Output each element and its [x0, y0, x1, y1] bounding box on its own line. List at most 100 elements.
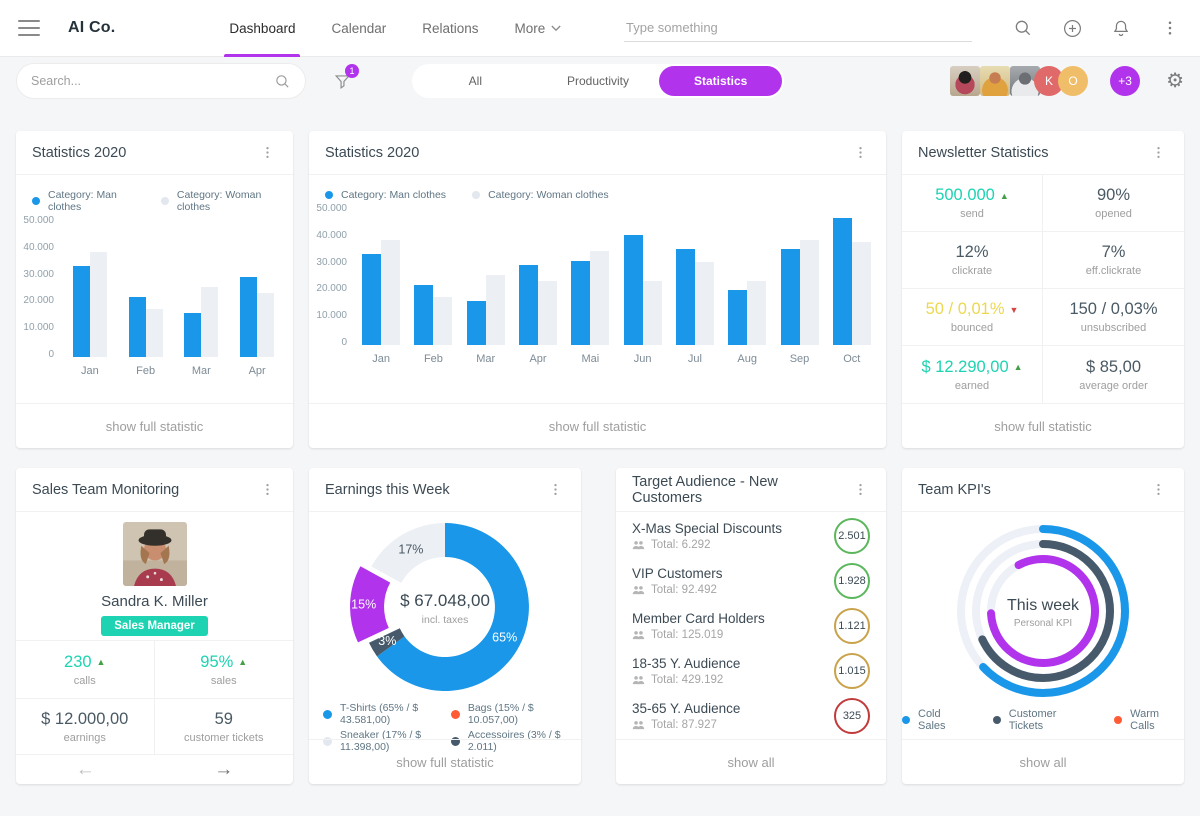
widget-search-box[interactable]	[16, 63, 306, 99]
legend-item: Category: Man clothes	[325, 189, 446, 201]
legend-item: Category: Woman clothes	[472, 189, 609, 201]
list-item[interactable]: VIP Customers Total: 92.492 1.928	[632, 558, 870, 603]
hamburger-menu-icon[interactable]	[18, 20, 40, 36]
more-options-kebab-icon[interactable]	[1158, 16, 1182, 40]
axis-category-label: Mai	[581, 353, 600, 365]
segment-all[interactable]: All	[468, 74, 482, 88]
segment-productivity[interactable]: Productivity	[566, 74, 630, 88]
slice-percent-label: 65%	[492, 630, 517, 644]
bar	[485, 275, 505, 345]
segment-statistics[interactable]: Statistics	[659, 66, 783, 96]
legend-label: T-Shirts (65% / $ 43.581,00)	[340, 702, 419, 726]
card-menu-kebab-icon[interactable]	[257, 143, 277, 163]
nav-tab-relations[interactable]: Relations	[404, 0, 496, 57]
filter-funnel-icon[interactable]: 1	[330, 64, 359, 93]
global-search-input[interactable]	[624, 14, 972, 42]
nav-tab-label: Calendar	[331, 20, 387, 36]
show-full-statistic-link[interactable]: show full statistic	[902, 403, 1184, 448]
audience-total-value: Total: 6.292	[651, 538, 711, 551]
show-full-statistic-link[interactable]: show full statistic	[309, 403, 886, 448]
stat-cell: $ 12.000,00 earnings	[16, 698, 155, 754]
stat-label: average order	[1079, 379, 1148, 392]
audience-people-icon	[632, 540, 645, 549]
bar	[201, 287, 219, 357]
card-menu-kebab-icon[interactable]	[1148, 143, 1168, 163]
bar-group: Jul	[675, 211, 714, 365]
audience-count-badge: 325	[834, 698, 870, 735]
card-target-audience: Target Audience - New Customers X-Mas Sp…	[616, 468, 886, 784]
newsletter-stat: 12%	[955, 243, 988, 262]
stat-label: sales	[210, 674, 237, 687]
legend-label: Category: Man clothes	[341, 189, 447, 201]
avatar-overflow-badge[interactable]: +3	[1110, 66, 1141, 96]
nav-tab-label: More	[514, 20, 546, 36]
card-menu-kebab-icon[interactable]	[545, 480, 565, 500]
nav-tab-dashboard[interactable]: Dashboard	[211, 0, 313, 57]
chart-legend: Category: Man clothes Category: Woman clo…	[309, 175, 886, 201]
list-item[interactable]: 18-35 Y. Audience Total: 429.192 1.015	[632, 649, 870, 694]
widget-search-input[interactable]	[31, 74, 274, 88]
list-item[interactable]: 35-65 Y. Audience Total: 87.927 325	[632, 694, 870, 739]
card-menu-kebab-icon[interactable]	[1148, 480, 1168, 500]
legend-item: Category: Woman clothes	[160, 189, 277, 213]
card-menu-kebab-icon[interactable]	[850, 480, 870, 500]
employee-profile: Sandra K. Miller Sales Manager	[16, 512, 293, 640]
list-item[interactable]: Member Card Holders Total: 125.019 1.121	[632, 603, 870, 648]
audience-name: 35-65 Y. Audience	[632, 701, 741, 717]
sales-stat: $ 12.000,00	[41, 710, 128, 729]
card-menu-kebab-icon[interactable]	[257, 480, 277, 500]
bar	[362, 254, 382, 345]
audience-count-badge: 2.501	[834, 517, 870, 554]
kpi-center-title: This week	[1007, 597, 1080, 614]
show-all-link[interactable]: show all	[902, 739, 1184, 784]
legend-item: T-Shirts (65% / $ 43.581,00)	[323, 702, 433, 726]
card-title: Team KPI's	[918, 481, 991, 498]
show-full-statistic-link[interactable]: show full statistic	[16, 403, 293, 448]
donut-center-sublabel: incl. taxes	[422, 614, 469, 626]
axis-tick-label: 10.000	[316, 310, 347, 322]
card-title: Target Audience - New Customers	[632, 473, 778, 506]
newsletter-stat: 500.000 ▲	[935, 186, 1009, 205]
axis-category-label: Mar	[476, 353, 496, 365]
view-segmented-control: All Productivity Statistics	[412, 64, 784, 98]
legend-dot	[450, 709, 460, 719]
stat-value: 90%	[1096, 186, 1131, 204]
nav-tab-calendar[interactable]: Calendar	[313, 0, 404, 57]
donut-slice-sneaker	[371, 523, 445, 583]
avatar[interactable]	[980, 66, 1011, 96]
avatar-initial[interactable]: O	[1058, 66, 1089, 96]
donut-slice-t-shirts	[377, 523, 529, 691]
employee-photo	[122, 522, 187, 586]
show-all-link[interactable]: show all	[616, 739, 886, 784]
bar	[184, 313, 202, 357]
avatar[interactable]	[950, 66, 981, 96]
legend-dot	[902, 716, 910, 724]
card-statistics-large: Statistics 2020 Category: Man clothes Cat…	[309, 131, 886, 448]
brand-logo: AI Co.	[68, 19, 116, 36]
slice-percent-label: 3%	[378, 634, 396, 648]
audience-list: X-Mas Special Discounts Total: 6.292 2.50…	[616, 512, 886, 739]
settings-gear-icon[interactable]: ⚙	[1166, 70, 1184, 92]
audience-info: 35-65 Y. Audience Total: 87.927	[632, 701, 740, 731]
bar-group: Mar	[184, 223, 219, 377]
newsletter-stat: 150 / 0,03%	[1069, 300, 1157, 319]
notifications-bell-icon[interactable]	[1109, 16, 1133, 40]
list-item[interactable]: X-Mas Special Discounts Total: 6.292 2.50…	[632, 513, 870, 558]
stat-value: 7%	[1101, 243, 1126, 261]
bar-group: Mar	[466, 211, 505, 365]
y-axis: 50.000 40.000 30.000 20.000 10.000 0	[20, 215, 62, 377]
nav-tab-more[interactable]: More	[497, 0, 580, 57]
show-full-statistic-link[interactable]: show full statistic	[309, 739, 581, 784]
legend-dot	[992, 716, 1001, 724]
search-icon[interactable]	[1011, 16, 1035, 40]
add-icon[interactable]	[1060, 16, 1084, 40]
audience-total: Total: 429.192	[632, 674, 740, 686]
bar-group: Mai	[571, 211, 610, 365]
next-employee-arrow[interactable]: →	[154, 754, 293, 784]
bar	[89, 252, 107, 357]
card-menu-kebab-icon[interactable]	[850, 143, 870, 163]
previous-employee-arrow[interactable]: ←	[16, 754, 155, 784]
card-title: Sales Team Monitoring	[32, 481, 180, 498]
